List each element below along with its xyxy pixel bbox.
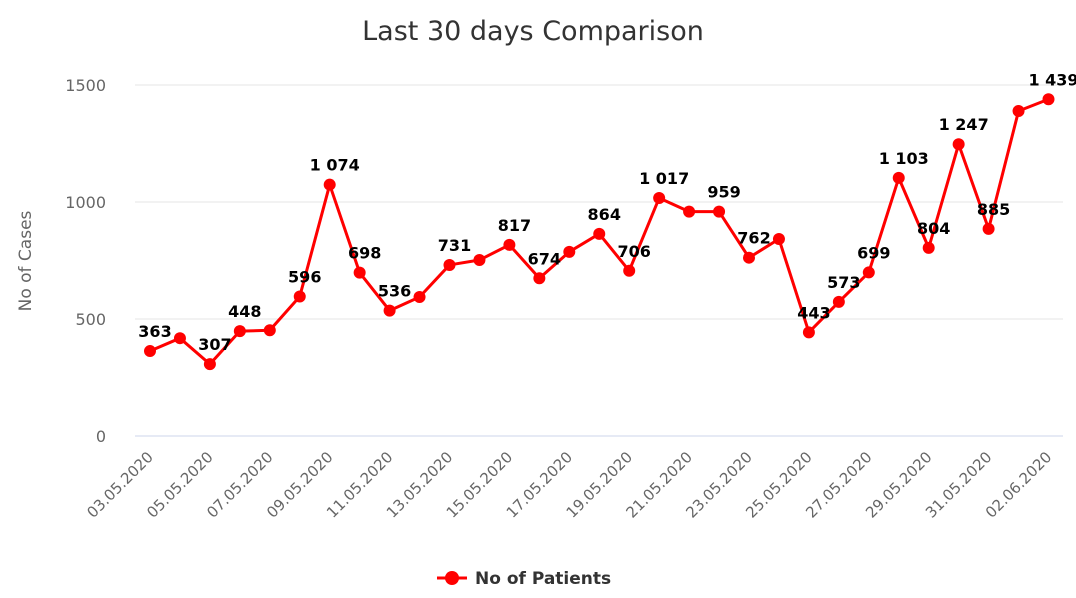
data-point[interactable] (832, 295, 845, 308)
data-point[interactable] (922, 241, 935, 254)
data-label: 307 (198, 335, 231, 354)
data-point[interactable] (144, 345, 156, 358)
data-point[interactable] (173, 332, 186, 345)
legend-label: No of Patients (475, 569, 611, 589)
data-label: 536 (378, 282, 411, 301)
data-point[interactable] (263, 324, 276, 337)
data-point[interactable] (653, 192, 666, 205)
data-label: 885 (977, 200, 1010, 219)
data-point[interactable] (563, 245, 576, 258)
data-label: 448 (228, 302, 261, 321)
data-point[interactable] (1042, 93, 1055, 106)
y-axis-label: No of Cases (16, 210, 36, 311)
data-point[interactable] (293, 290, 306, 303)
data-label: 817 (498, 216, 531, 235)
y-tick-label: 1500 (65, 76, 106, 95)
data-point[interactable] (233, 325, 246, 338)
data-point[interactable] (623, 264, 636, 277)
data-label: 959 (707, 183, 740, 202)
legend-marker-icon (445, 571, 459, 585)
data-point[interactable] (683, 205, 696, 218)
series-no-of-patients (144, 93, 1055, 371)
data-point[interactable] (772, 232, 785, 245)
data-label: 443 (797, 303, 830, 322)
data-point[interactable] (713, 205, 726, 218)
data-point[interactable] (503, 238, 516, 251)
legend[interactable]: No of Patients (437, 569, 611, 589)
data-label: 363 (138, 322, 171, 341)
data-label: 698 (348, 244, 381, 263)
data-label: 762 (737, 229, 770, 248)
x-axis-ticks: 03.05.202005.05.202007.05.202009.05.2020… (83, 448, 1055, 521)
data-point[interactable] (743, 251, 755, 264)
y-axis-ticks: 0 500 1000 1500 (65, 76, 106, 446)
y-tick-label: 0 (96, 427, 106, 446)
data-point[interactable] (413, 291, 426, 304)
data-labels: 363 307 448 596 1 074 698 536 731 817 674 864 706 1 … (138, 70, 1076, 354)
data-label: 1 017 (639, 169, 689, 188)
data-point[interactable] (203, 358, 216, 371)
data-point[interactable] (473, 254, 486, 267)
data-label: 1 103 (879, 149, 929, 168)
data-point[interactable] (802, 326, 815, 339)
data-point[interactable] (353, 266, 366, 279)
data-point[interactable] (383, 304, 396, 317)
y-tick-label: 500 (75, 310, 106, 329)
grid-lines (135, 84, 1063, 437)
data-point[interactable] (323, 178, 336, 191)
data-point[interactable] (892, 171, 905, 184)
y-tick-label: 1000 (65, 193, 106, 212)
data-label: 804 (917, 219, 950, 238)
data-point[interactable] (443, 258, 456, 271)
data-label: 1 074 (310, 156, 360, 175)
data-point[interactable] (982, 222, 995, 235)
data-label: 573 (827, 273, 860, 292)
data-label: 731 (438, 236, 471, 255)
data-point[interactable] (952, 138, 965, 151)
data-label: 1 247 (939, 115, 989, 134)
data-label: 864 (588, 205, 621, 224)
data-point[interactable] (533, 272, 546, 285)
data-label: 699 (857, 243, 890, 262)
data-point[interactable] (593, 227, 606, 240)
data-label: 674 (528, 249, 561, 268)
data-label: 706 (617, 242, 650, 261)
data-label: 1 439 (1028, 70, 1076, 89)
chart-title: Last 30 days Comparison (362, 16, 704, 47)
data-point[interactable] (1012, 104, 1025, 117)
data-label: 596 (288, 268, 321, 287)
data-point[interactable] (862, 266, 875, 279)
